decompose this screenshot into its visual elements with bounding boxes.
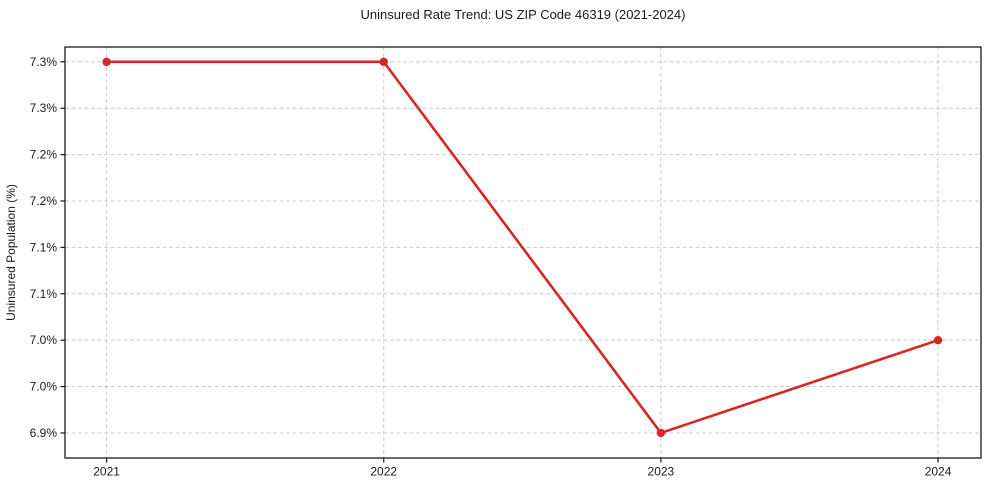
y-tick-label: 7.3% <box>30 101 58 115</box>
trend-line <box>105 60 940 435</box>
data-point-marker <box>379 57 388 67</box>
chart-title: Uninsured Rate Trend: US ZIP Code 46319 … <box>361 7 686 22</box>
x-tick-label: 2022 <box>370 465 397 479</box>
y-tick-label: 7.1% <box>30 240 58 254</box>
data-point-marker <box>656 428 666 438</box>
x-tick-label: 2023 <box>648 465 675 479</box>
axis-layer: 7.3% 7.3% 7.2% 7.2% 7.1% 7.1% 7.0% 7.0% 6.9% 2021… <box>30 46 982 479</box>
x-tick-label: 2021 <box>93 465 120 479</box>
x-tick-label: 2024 <box>925 465 952 479</box>
plot-border <box>64 46 982 459</box>
data-point-marker <box>102 57 111 67</box>
y-tick-label: 7.0% <box>30 333 58 347</box>
series-layer <box>102 57 943 438</box>
y-tick-label: 7.2% <box>30 148 58 162</box>
y-tick-label: 7.0% <box>30 380 58 394</box>
y-axis-label: Uninsured Population (%) <box>4 184 18 321</box>
y-tick-label: 7.2% <box>30 194 58 208</box>
y-tick-label: 7.3% <box>30 55 58 69</box>
grid-layer <box>65 47 981 458</box>
y-tick-label: 7.1% <box>30 287 58 301</box>
data-point-marker <box>933 335 943 345</box>
y-tick-label: 6.9% <box>30 426 58 440</box>
